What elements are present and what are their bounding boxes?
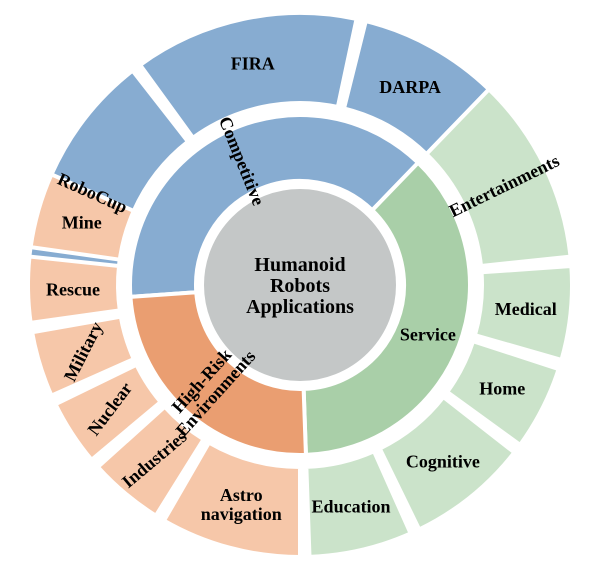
outer-label-cognitive: Cognitive <box>406 452 480 472</box>
outer-label-home: Home <box>479 378 525 398</box>
outer-label-education: Education <box>312 496 391 516</box>
outer-label-rescue: Rescue <box>46 279 100 299</box>
outer-label-darpa: DARPA <box>379 77 441 97</box>
outer-label-fira: FIRA <box>231 53 275 73</box>
sunburst-diagram: HumanoidRobotsApplicationsCompetitiveSer… <box>0 0 600 571</box>
inner-label-service: Service <box>400 324 456 344</box>
outer-label-mine: Mine <box>62 213 102 233</box>
outer-label-medical: Medical <box>495 299 557 319</box>
